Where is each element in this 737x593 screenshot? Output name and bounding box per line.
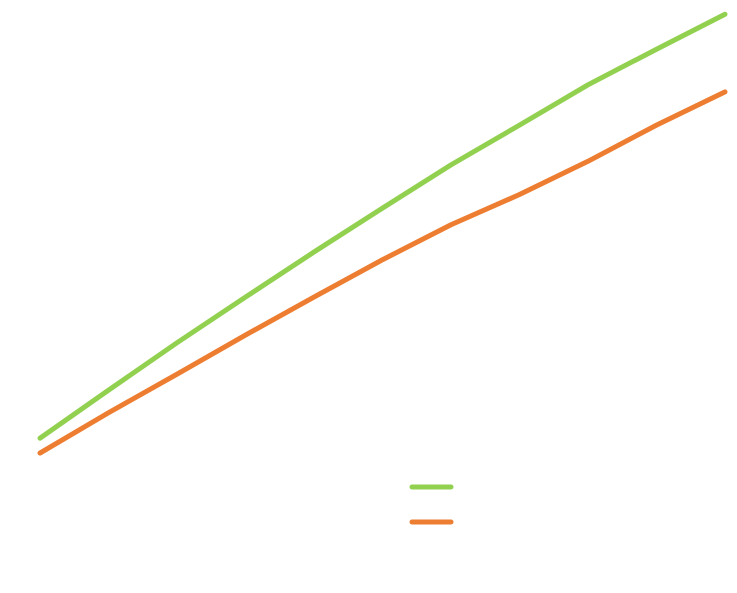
- line-series: [37, 11, 728, 441]
- line-series: [37, 89, 728, 456]
